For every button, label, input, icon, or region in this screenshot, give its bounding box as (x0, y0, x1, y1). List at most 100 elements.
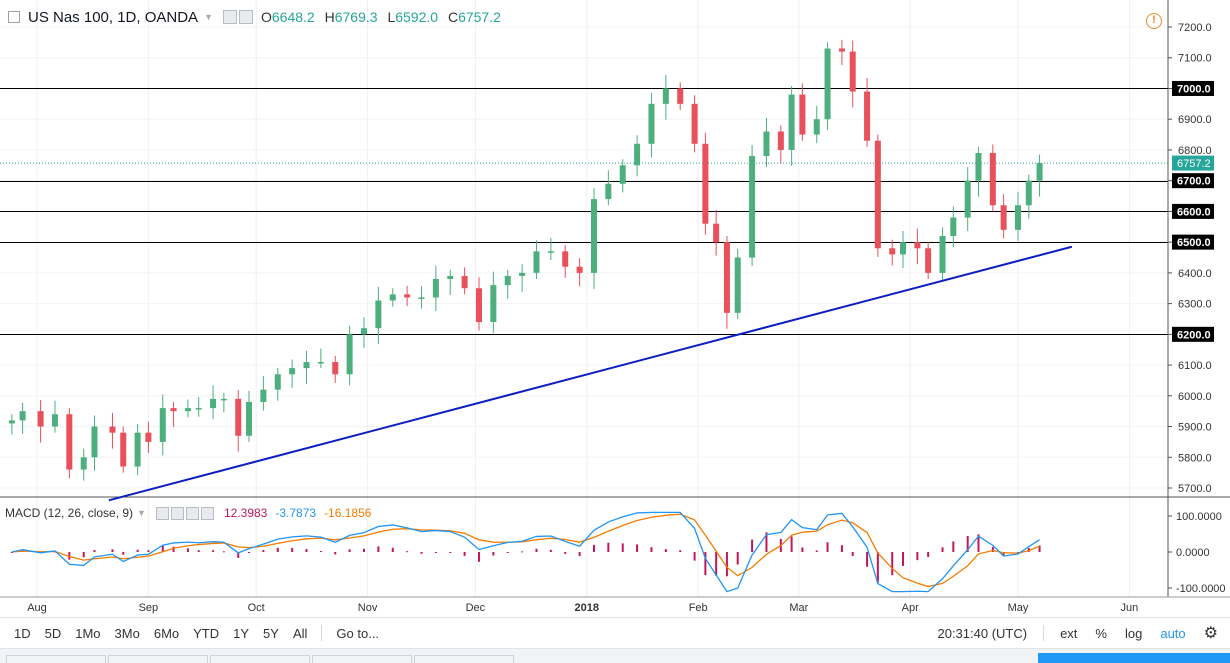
macd-histogram-bar (161, 545, 164, 552)
price-chart[interactable]: 7200.0 7100.0 7000.0 6900.0 6800.0 6700.0 6600… (0, 0, 1230, 617)
ext-toggle[interactable]: ext (1060, 625, 1078, 641)
panel-accent (1038, 653, 1230, 663)
y-tick-label: 6000.0 (1178, 391, 1212, 403)
symbol-title[interactable]: US Nas 100, 1D, OANDA (28, 8, 199, 26)
last-price-label: 6757.2 (1177, 158, 1211, 170)
level-label: 6600.0 (1177, 206, 1211, 218)
panel-tab[interactable] (6, 655, 106, 663)
candle-body (925, 248, 932, 273)
percent-toggle[interactable]: % (1095, 625, 1107, 641)
gear-icon[interactable]: ⚙ (1203, 625, 1218, 642)
candle-body (1000, 205, 1007, 230)
timeframe-3mo[interactable]: 3Mo (114, 625, 140, 641)
candle-body (91, 426, 98, 458)
macd-histogram-bar (693, 552, 696, 561)
macd-histogram-bar (291, 548, 294, 552)
macd-y-label: -100.0000 (1176, 583, 1226, 595)
macd-histogram-bar (222, 551, 225, 553)
candle-body (864, 91, 871, 141)
macd-histogram-bar (506, 552, 509, 553)
candle-body (1015, 205, 1021, 230)
add-icon[interactable] (185, 506, 199, 520)
chevron-down-icon[interactable]: ▼ (137, 508, 146, 518)
macd-histogram-bar (122, 552, 125, 555)
candle-body (490, 285, 497, 323)
candle-body (519, 272, 526, 276)
eye-icon[interactable] (155, 506, 169, 520)
auto-toggle[interactable]: auto (1160, 625, 1186, 641)
log-toggle[interactable]: log (1124, 625, 1143, 641)
x-tick-label: Aug (27, 602, 47, 614)
utc-clock[interactable]: 20:31:40 (UTC) (937, 625, 1028, 641)
settings-icon[interactable] (170, 506, 184, 520)
macd-histogram-bar (736, 552, 739, 565)
macd-histogram-bar (715, 552, 718, 576)
macd-histogram-bar (434, 552, 437, 553)
eye-icon[interactable] (222, 10, 237, 24)
toolbar-divider (1043, 625, 1045, 641)
macd-histogram-bar (477, 552, 480, 562)
macd-histogram-bar (815, 550, 818, 552)
alert-clock-icon[interactable]: ! (1146, 13, 1162, 29)
panel-tab[interactable] (414, 655, 514, 663)
timeframe-1y[interactable]: 1Y (233, 625, 250, 641)
candle-body (346, 334, 353, 375)
macd-histogram-bar (927, 552, 930, 558)
panel-tab[interactable] (108, 655, 208, 663)
timeframe-5d[interactable]: 5D (44, 625, 62, 641)
macd-histogram-bar (136, 549, 139, 552)
macd-histogram-bar (1038, 545, 1041, 552)
macd-y-label: 0.0000 (1176, 547, 1210, 559)
panel-tab[interactable] (312, 655, 412, 663)
toolbar-right: 20:31:40 (UTC) ext % log auto ⚙ (937, 623, 1230, 643)
level-label: 6700.0 (1177, 176, 1211, 188)
candle-body (51, 414, 58, 427)
timeframe-1mo[interactable]: 1Mo (75, 625, 101, 641)
macd-histogram-bar (866, 552, 869, 567)
open-key: O (260, 9, 272, 25)
macd-histogram-bar (535, 548, 538, 552)
candle-body (461, 275, 468, 289)
candle-body (220, 398, 227, 401)
chevron-down-icon[interactable]: ▼ (204, 12, 213, 22)
macd-histogram-bar (790, 536, 793, 552)
macd-histogram-bar (891, 552, 894, 576)
timeframe-ytd[interactable]: YTD (193, 625, 220, 641)
x-tick-label: Apr (902, 602, 919, 614)
y-tick-label: 6900.0 (1178, 114, 1212, 126)
macd-histogram-bar (916, 552, 919, 561)
macd-histogram-bar (305, 549, 308, 552)
candle-body (713, 223, 720, 243)
macd-histogram-bar (172, 546, 175, 552)
panel-tab[interactable] (210, 655, 310, 663)
candle-body (375, 300, 382, 329)
timeframe-6mo[interactable]: 6Mo (153, 625, 180, 641)
x-tick-label: Dec (466, 602, 486, 614)
close-icon[interactable] (200, 506, 214, 520)
last-price-box (1172, 155, 1214, 171)
candle-body (317, 361, 324, 364)
y-tick-label: 5700.0 (1178, 483, 1212, 495)
goto-button[interactable]: Go to... (336, 625, 380, 641)
macd-histogram-bar (704, 552, 707, 576)
symbol-legend: US Nas 100, 1D, OANDA ▼ O6648.2 H6769.3 … (0, 6, 507, 28)
candle-body (749, 156, 756, 258)
candle-body (950, 217, 957, 236)
candle-body (813, 119, 820, 135)
timeframe-5y[interactable]: 5Y (263, 625, 279, 641)
close-value: 6757.2 (458, 9, 501, 25)
timeframe-all[interactable]: All (292, 625, 308, 641)
macd-histogram-bar (319, 550, 322, 552)
timeframe-1d[interactable]: 1D (14, 625, 31, 641)
collapse-toggle[interactable] (8, 11, 20, 23)
y-tick-label: 6400.0 (1178, 268, 1212, 280)
macd-title[interactable]: MACD (12, 26, close, 9) (5, 506, 134, 520)
settings-icon[interactable] (238, 10, 253, 24)
candle-body (19, 411, 26, 421)
toolbar-divider (321, 625, 323, 641)
candle-body (303, 361, 310, 369)
macd-histogram-bar (725, 552, 728, 577)
macd-signal-line (11, 513, 1040, 588)
candle-body (504, 275, 511, 286)
candle-body (184, 408, 191, 412)
